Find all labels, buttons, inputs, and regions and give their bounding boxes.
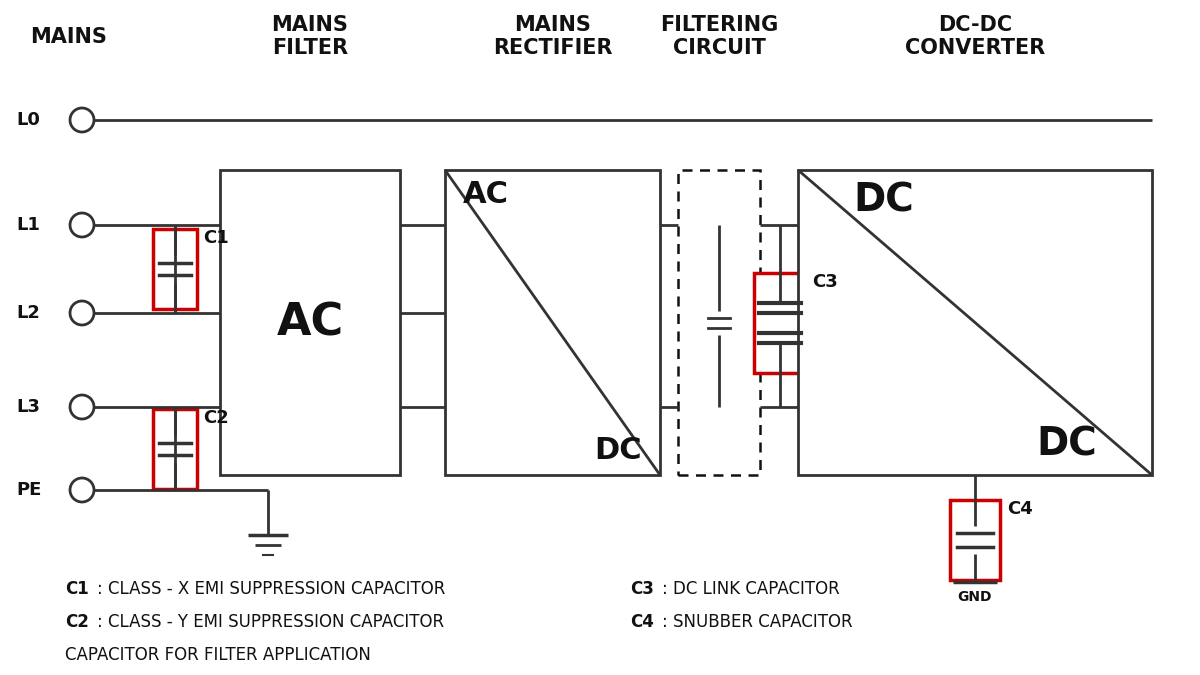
Bar xyxy=(154,409,197,489)
Text: : DC LINK CAPACITOR: : DC LINK CAPACITOR xyxy=(662,580,840,598)
Bar xyxy=(798,170,1152,475)
Text: L0: L0 xyxy=(16,111,40,129)
Text: : CLASS - X EMI SUPPRESSION CAPACITOR: : CLASS - X EMI SUPPRESSION CAPACITOR xyxy=(97,580,445,598)
Text: C3: C3 xyxy=(812,273,838,291)
Text: : CLASS - Y EMI SUPPRESSION CAPACITOR: : CLASS - Y EMI SUPPRESSION CAPACITOR xyxy=(97,613,444,631)
Text: C3: C3 xyxy=(630,580,654,598)
Text: MAINS: MAINS xyxy=(30,27,107,47)
Text: GND: GND xyxy=(958,590,992,604)
Text: DC-DC
CONVERTER: DC-DC CONVERTER xyxy=(905,15,1045,58)
Text: C4: C4 xyxy=(1007,500,1033,518)
Text: PE: PE xyxy=(16,481,41,499)
Text: C1: C1 xyxy=(65,580,89,598)
Text: AC: AC xyxy=(276,301,343,344)
Text: FILTERING
CIRCUIT: FILTERING CIRCUIT xyxy=(660,15,778,58)
Text: MAINS
FILTER: MAINS FILTER xyxy=(271,15,348,58)
Text: L2: L2 xyxy=(16,304,40,322)
Bar xyxy=(950,500,1000,580)
Bar xyxy=(754,273,806,373)
Bar xyxy=(678,170,760,475)
Text: C4: C4 xyxy=(630,613,654,631)
Text: DC: DC xyxy=(594,436,642,465)
Text: L1: L1 xyxy=(16,216,40,234)
Text: C2: C2 xyxy=(203,409,229,427)
Text: CAPACITOR FOR FILTER APPLICATION: CAPACITOR FOR FILTER APPLICATION xyxy=(65,646,371,664)
Bar xyxy=(220,170,400,475)
Text: AC: AC xyxy=(463,180,509,209)
Bar xyxy=(154,229,197,309)
Text: C2: C2 xyxy=(65,613,89,631)
Text: : SNUBBER CAPACITOR: : SNUBBER CAPACITOR xyxy=(662,613,853,631)
Text: DC: DC xyxy=(853,182,913,220)
Text: DC: DC xyxy=(1037,425,1097,463)
Text: C1: C1 xyxy=(203,229,229,247)
Text: MAINS
RECTIFIER: MAINS RECTIFIER xyxy=(493,15,613,58)
Bar xyxy=(445,170,660,475)
Text: L3: L3 xyxy=(16,398,40,416)
